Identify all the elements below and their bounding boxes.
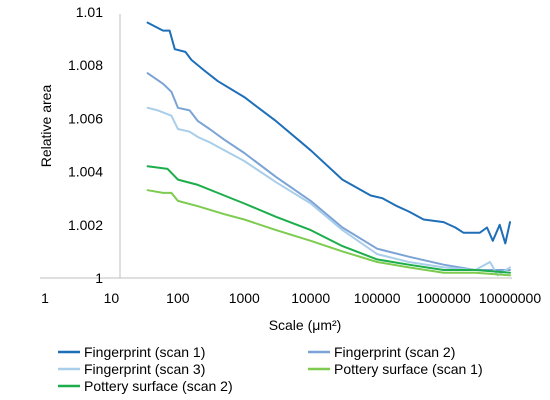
series-line [146,189,511,277]
x-tick-label: 1 [41,290,49,306]
x-axis-title: Scale (μm²) [269,317,342,333]
x-tick-label: 10000 [291,290,330,306]
series-lines [146,21,511,277]
series-line [146,21,511,245]
y-tick-label: 1.008 [68,57,103,73]
legend-label: Pottery surface (scan 2) [84,378,233,394]
y-tick-labels: 1 1.002 1.004 1.006 1.008 1.01 [68,4,103,286]
x-tick-label: 100000 [354,290,401,306]
series-line [146,72,511,271]
legend-label: Fingerprint (scan 1) [84,344,205,360]
legend-label: Fingerprint (scan 3) [84,361,205,377]
series-line [146,165,511,274]
axes [40,14,512,279]
x-tick-label: 10000000 [479,290,542,306]
series-line [146,106,511,277]
y-tick-label: 1.004 [68,164,103,180]
legend: Fingerprint (scan 1) Fingerprint (scan 2)… [58,344,483,394]
legend-label: Pottery surface (scan 1) [334,361,483,377]
x-tick-label: 100 [166,290,190,306]
x-tick-labels: 1 10 100 1000 10000 100000 1000000 10000000 [41,290,541,306]
x-tick-label: 1000000 [416,290,471,306]
y-axis-title: Relative area [38,85,54,168]
y-tick-label: 1 [95,270,103,286]
y-tick-label: 1.01 [76,4,103,20]
legend-label: Fingerprint (scan 2) [334,344,455,360]
y-tick-label: 1.006 [68,110,103,126]
x-tick-label: 10 [104,290,120,306]
y-tick-label: 1.002 [68,217,103,233]
x-tick-label: 1000 [229,290,260,306]
